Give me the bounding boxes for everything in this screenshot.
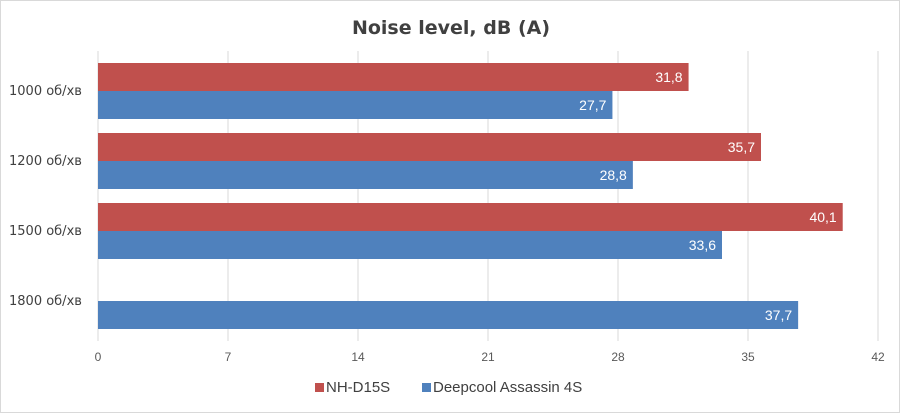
x-tick-label: 7	[225, 350, 232, 364]
chart-title: Noise level, dB (A)	[352, 17, 550, 39]
data-label: 31,8	[655, 69, 682, 85]
x-tick-label: 0	[95, 350, 102, 364]
x-axis-tick-labels: 0 7 14 21 28 35 42	[95, 350, 885, 364]
x-tick-label: 28	[611, 350, 625, 364]
data-label: 37,7	[765, 307, 792, 323]
x-tick-label: 42	[871, 350, 885, 364]
legend-swatch	[422, 383, 431, 392]
bar	[98, 203, 843, 231]
data-label: 40,1	[809, 209, 836, 225]
category-label: 1000 об/хв	[9, 84, 82, 99]
x-tick-label: 35	[741, 350, 755, 364]
data-label: 33,6	[689, 237, 716, 253]
category-labels: 1000 об/хв 1200 об/хв 1500 об/хв 1800 об/хв	[9, 84, 82, 309]
bar	[98, 161, 633, 189]
bar	[98, 231, 722, 259]
x-tick-label: 14	[351, 350, 365, 364]
category-label: 1500 об/хв	[9, 224, 82, 239]
bar	[98, 63, 689, 91]
legend-swatch	[315, 383, 324, 392]
x-tick-label: 21	[481, 350, 495, 364]
legend-label: NH-D15S	[326, 379, 390, 396]
bar	[98, 301, 799, 329]
data-label: 27,7	[579, 97, 606, 113]
category-label: 1800 об/хв	[9, 294, 82, 309]
legend: NH-D15S Deepcool Assassin 4S	[315, 379, 582, 396]
data-label: 35,7	[728, 139, 755, 155]
data-label: 28,8	[600, 167, 627, 183]
category-label: 1200 об/хв	[9, 154, 82, 169]
bar	[98, 133, 761, 161]
legend-label: Deepcool Assassin 4S	[433, 379, 582, 396]
bar	[98, 91, 613, 119]
bars: 31,8 27,7 35,7 28,8 40,1 33,6 37,7	[98, 63, 843, 329]
